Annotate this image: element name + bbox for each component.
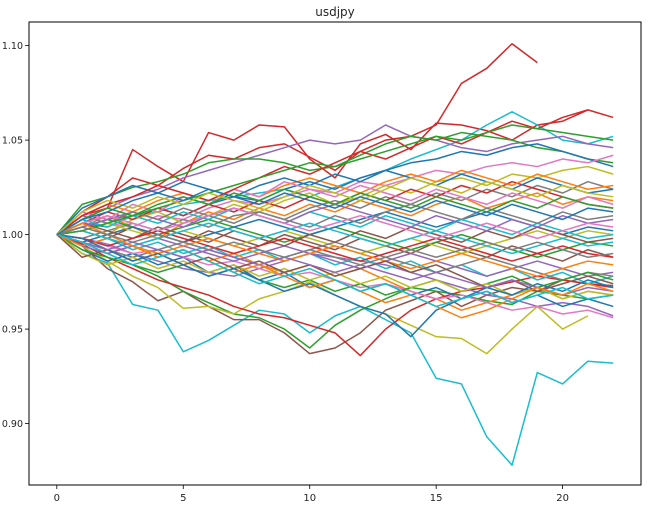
- series-line-16: [56, 233, 614, 285]
- series-layer: [56, 42, 614, 466]
- series-line-36: [56, 203, 614, 236]
- x-tick-label: 20: [556, 493, 569, 504]
- y-tick-label: 1.05: [2, 136, 23, 147]
- chart-title: usdjpy: [315, 5, 355, 19]
- series-line-38: [56, 233, 614, 277]
- series-line-45: [56, 233, 614, 296]
- series-line-10: [56, 192, 614, 240]
- x-tick-label: 0: [54, 493, 60, 504]
- series-line-31: [56, 180, 614, 236]
- y-axis: 0.90 0.95 1.00 1.05 1.10: [2, 41, 29, 430]
- series-line-48: [56, 233, 614, 308]
- x-tick-label: 5: [180, 493, 186, 504]
- y-tick-label: 1.00: [2, 230, 23, 241]
- series-line-47: [56, 177, 614, 236]
- series-line-1: [56, 233, 614, 466]
- series-line-37: [56, 188, 614, 236]
- series-line-44: [56, 124, 614, 236]
- series-line-42: [56, 233, 614, 338]
- series-line-0: [56, 42, 538, 236]
- series-line-7: [56, 233, 589, 355]
- y-tick-label: 1.10: [2, 41, 23, 52]
- series-line-41: [56, 207, 614, 240]
- y-tick-label: 0.95: [2, 325, 23, 336]
- series-line-27: [56, 207, 614, 240]
- y-tick-label: 0.90: [2, 419, 23, 430]
- plot-frame: [28, 21, 642, 486]
- series-line-32: [56, 230, 614, 262]
- series-line-30: [56, 222, 614, 247]
- series-line-5: [56, 233, 614, 355]
- series-line-28: [56, 169, 614, 236]
- x-tick-label: 15: [430, 493, 443, 504]
- series-line-50: [56, 188, 614, 236]
- series-line-33: [56, 169, 614, 236]
- series-line-43: [56, 109, 614, 236]
- series-line-49: [56, 226, 614, 266]
- series-line-39: [56, 222, 614, 255]
- x-tick-label: 10: [303, 493, 316, 504]
- series-line-29: [56, 233, 614, 296]
- x-axis: 0 5 10 15 20: [54, 485, 569, 504]
- series-line-3: [56, 111, 614, 236]
